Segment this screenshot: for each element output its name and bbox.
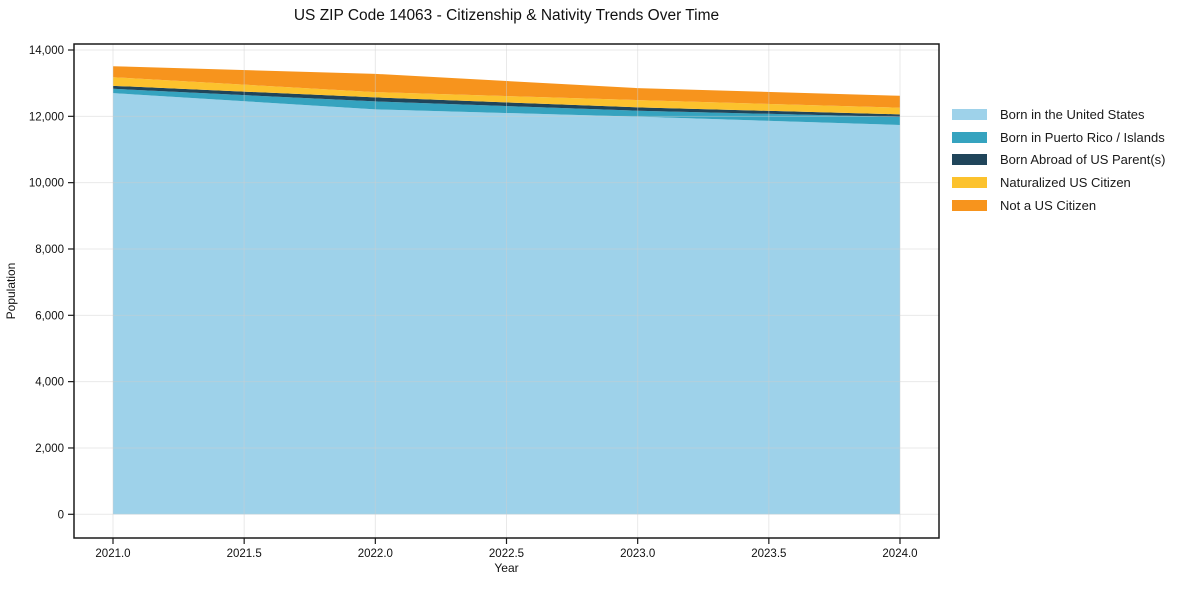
area-band-2 [113, 85, 900, 117]
area-band-0 [113, 93, 900, 515]
legend-item: Born Abroad of US Parent(s) [952, 148, 1165, 171]
legend-item: Born in the United States [952, 103, 1165, 126]
x-tick-label: 2021.0 [95, 548, 130, 560]
area-band-1 [113, 88, 900, 125]
chart-title: US ZIP Code 14063 - Citizenship & Nativi… [293, 7, 720, 24]
legend-item: Naturalized US Citizen [952, 171, 1165, 194]
y-tick-label: 6,000 [35, 310, 64, 322]
x-axis-label: Year [494, 561, 519, 575]
y-tick-label: 12,000 [29, 111, 64, 123]
x-tick-label: 2022.0 [358, 548, 393, 560]
y-tick-label: 4,000 [35, 377, 64, 389]
area-band-3 [113, 77, 900, 115]
legend-swatch-naturalized [952, 176, 987, 188]
legend-swatch-puerto-rico [952, 131, 987, 143]
legend-label: Not a US Citizen [1000, 197, 1097, 213]
legend-swatch-not-citizen [952, 199, 987, 211]
y-tick-label: 0 [58, 509, 64, 521]
y-tick-label: 14,000 [29, 45, 64, 57]
x-tick-label: 2023.0 [620, 548, 655, 560]
y-tick-label: 8,000 [35, 244, 64, 256]
x-tick-label: 2021.5 [227, 548, 262, 560]
legend-swatch-born-abroad [952, 154, 987, 166]
legend-swatch-born-us [952, 108, 987, 120]
y-tick-label: 10,000 [29, 178, 64, 190]
x-tick-label: 2023.5 [751, 548, 786, 560]
legend-label: Born Abroad of US Parent(s) [1000, 152, 1166, 168]
legend: Born in the United States Born in Puerto… [952, 103, 1165, 216]
legend-item: Not a US Citizen [952, 194, 1165, 217]
legend-label: Naturalized US Citizen [1000, 174, 1131, 190]
x-tick-label: 2022.5 [489, 548, 524, 560]
legend-label: Born in Puerto Rico / Islands [1000, 129, 1165, 145]
y-axis-label: Population [4, 262, 18, 320]
area-band-4 [113, 66, 900, 108]
x-tick-label: 2024.0 [882, 548, 917, 560]
y-tick-label: 2,000 [35, 443, 64, 455]
legend-item: Born in Puerto Rico / Islands [952, 126, 1165, 149]
legend-label: Born in the United States [1000, 106, 1145, 122]
